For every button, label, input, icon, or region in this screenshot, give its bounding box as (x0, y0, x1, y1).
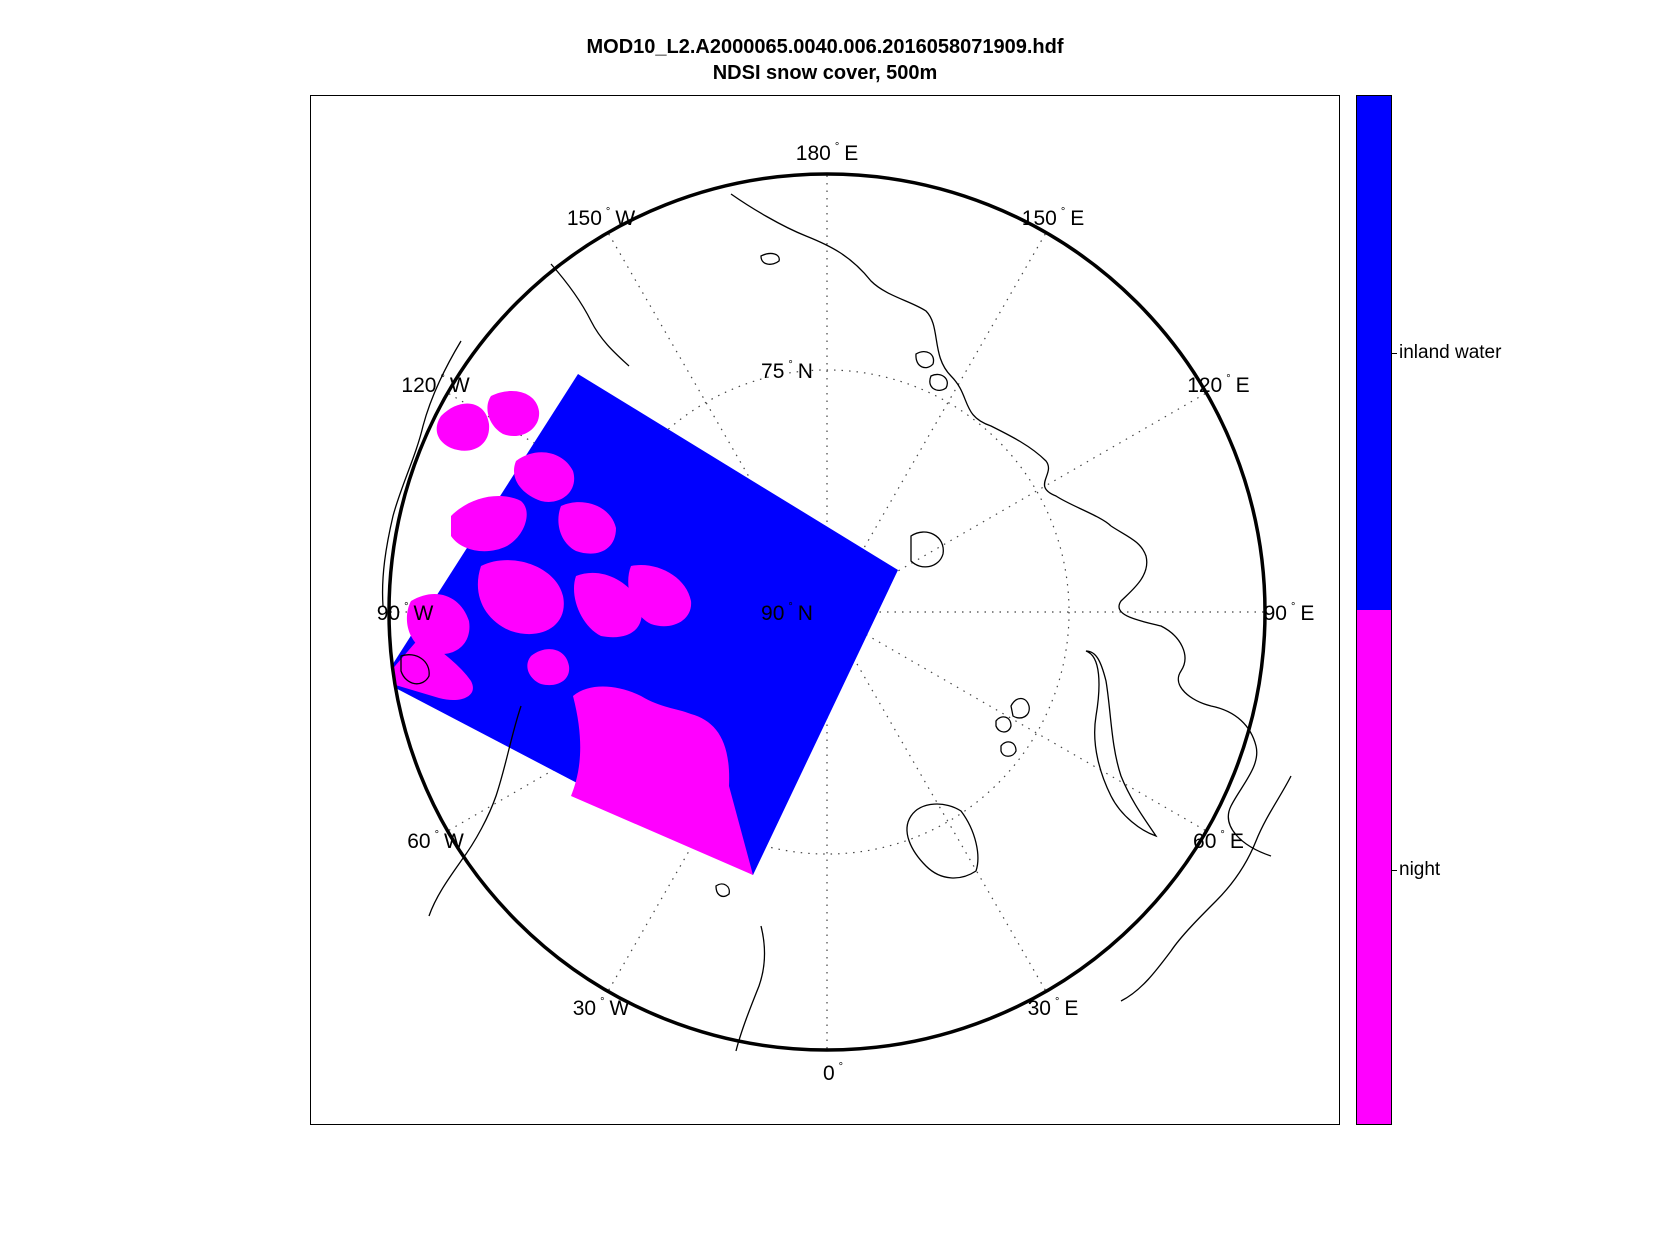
lon-label-90-e: 90 ° E (1264, 601, 1315, 625)
colorbar (1356, 95, 1392, 1125)
lon-label-30-w: 30 ° W (573, 996, 630, 1020)
title-filename: MOD10_L2.A2000065.0040.006.2016058071909… (586, 36, 1064, 58)
lon-label-60-w: 60 ° W (407, 829, 464, 853)
snow-cover-granule (389, 374, 898, 875)
lon-label-60-e: 60 ° E (1193, 829, 1244, 853)
coastline-siberia (730, 193, 1112, 527)
coastlines (381, 193, 1292, 1052)
coastline-franz-josef (995, 697, 1030, 757)
colorbar-label-night: night (1399, 859, 1441, 880)
colorbar-segment-night (1357, 610, 1391, 1124)
colorbar-label-inland-water: inland water (1399, 342, 1502, 363)
coastline-scandinavia (1120, 775, 1292, 1002)
coastline-alaska (550, 263, 630, 367)
coastline-greenland-west (428, 705, 522, 917)
figure-title: MOD10_L2.A2000065.0040.006.2016058071909… (310, 34, 1340, 86)
coastline-canada-west (381, 340, 462, 607)
meridian-120 (826, 392, 1207, 613)
colorbar-tick-inland-water (1392, 353, 1397, 354)
map-frame-circle (387, 172, 1267, 1052)
lat-label-90-n: 90 ° N (761, 601, 813, 625)
lat-label-75-n: 75 ° N (761, 359, 813, 383)
latitude-labels: 90 ° N 75 ° N (761, 359, 813, 625)
lon-label-120-e: 120 ° E (1187, 373, 1249, 397)
lon-label-30-e: 30 ° E (1028, 996, 1079, 1020)
granule-land (389, 391, 753, 875)
coastline-new-siberian (915, 350, 948, 391)
colorbar-tick-night (1392, 870, 1397, 871)
meridian-60 (826, 611, 1207, 832)
meridian--150 (607, 232, 828, 613)
meridian-150 (826, 232, 1047, 613)
map-axes: 180 ° E 150 ° W 150 ° E 120 ° W 120 ° E 90 ° W 90 ° E 60 ° W 60 °… (310, 95, 1340, 1125)
coastline-wrangel (760, 252, 780, 265)
lon-label-90-w: 90 ° W (377, 601, 434, 625)
coastline-iceland (715, 883, 730, 897)
land-mass-south (571, 686, 753, 875)
lon-label-150-w: 150 ° W (567, 206, 635, 230)
lon-label-120-w: 120 ° W (401, 373, 469, 397)
coastline-hudson (400, 654, 430, 685)
lon-label-180-e: 180 ° E (796, 141, 858, 165)
longitude-labels: 180 ° E 150 ° W 150 ° E 120 ° W 120 ° E 90 ° W 90 ° E 60 ° W 60 °… (377, 141, 1315, 1085)
land-mass-north-islands (389, 391, 692, 700)
coastline-severnaya (910, 531, 944, 568)
lon-label-0: 0 ° (823, 1061, 843, 1085)
coastline-greenland-east (735, 925, 766, 1052)
coastline-svalbard (906, 803, 979, 879)
colorbar-segment-inland-water (1357, 96, 1391, 610)
lon-label-150-e: 150 ° E (1022, 206, 1084, 230)
parallel-75n (584, 369, 1070, 855)
polar-map: 180 ° E 150 ° W 150 ° E 120 ° W 120 ° E 90 ° W 90 ° E 60 ° W 60 °… (377, 141, 1315, 1085)
coastline-novaya-zemlya (1085, 650, 1158, 838)
coastline-russia-north (1110, 525, 1272, 857)
title-product: NDSI snow cover, 500m (712, 62, 938, 84)
meridian-30 (826, 611, 1047, 992)
